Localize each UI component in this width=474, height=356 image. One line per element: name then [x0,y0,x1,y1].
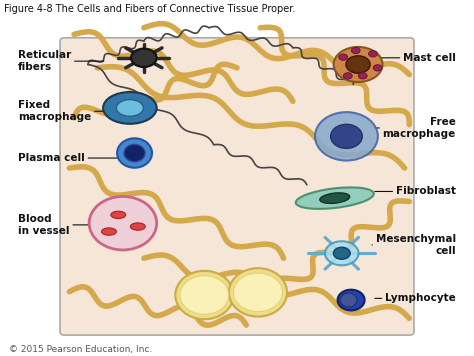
Text: Fibroblast: Fibroblast [375,187,456,197]
Ellipse shape [131,49,157,67]
Text: © 2015 Pearson Education, Inc.: © 2015 Pearson Education, Inc. [9,345,153,354]
FancyBboxPatch shape [60,38,414,335]
Ellipse shape [117,100,144,116]
Ellipse shape [358,73,367,79]
Ellipse shape [111,211,126,219]
Ellipse shape [130,223,145,230]
Text: Fixed
macrophage: Fixed macrophage [18,100,113,122]
Ellipse shape [175,271,234,319]
Ellipse shape [333,247,350,259]
Ellipse shape [180,276,229,314]
Ellipse shape [320,193,350,203]
Ellipse shape [343,73,352,79]
Ellipse shape [315,112,378,161]
Ellipse shape [89,197,157,250]
Ellipse shape [124,144,145,162]
Text: Reticular
fibers: Reticular fibers [18,50,104,72]
Text: Free
macrophage: Free macrophage [375,117,456,139]
Ellipse shape [346,56,370,73]
Ellipse shape [339,54,347,60]
Ellipse shape [330,124,362,148]
Text: Plasma cell: Plasma cell [18,153,118,163]
Ellipse shape [325,241,358,265]
Text: Mast cell: Mast cell [375,53,456,63]
Ellipse shape [334,47,383,82]
Text: Figure 4-8 The Cells and Fibers of Connective Tissue Proper.: Figure 4-8 The Cells and Fibers of Conne… [4,4,296,14]
Ellipse shape [117,138,152,168]
Ellipse shape [373,65,382,71]
Ellipse shape [351,47,360,54]
Text: Lymphocyte: Lymphocyte [375,293,456,303]
Ellipse shape [103,92,157,124]
Ellipse shape [229,268,287,316]
Ellipse shape [101,228,117,235]
Ellipse shape [337,290,365,310]
Ellipse shape [369,51,377,57]
Ellipse shape [340,293,357,307]
Ellipse shape [296,187,374,209]
Ellipse shape [234,273,283,312]
Text: Mesenchymal
cell: Mesenchymal cell [372,234,456,256]
Text: Blood
in vessel: Blood in vessel [18,214,104,236]
